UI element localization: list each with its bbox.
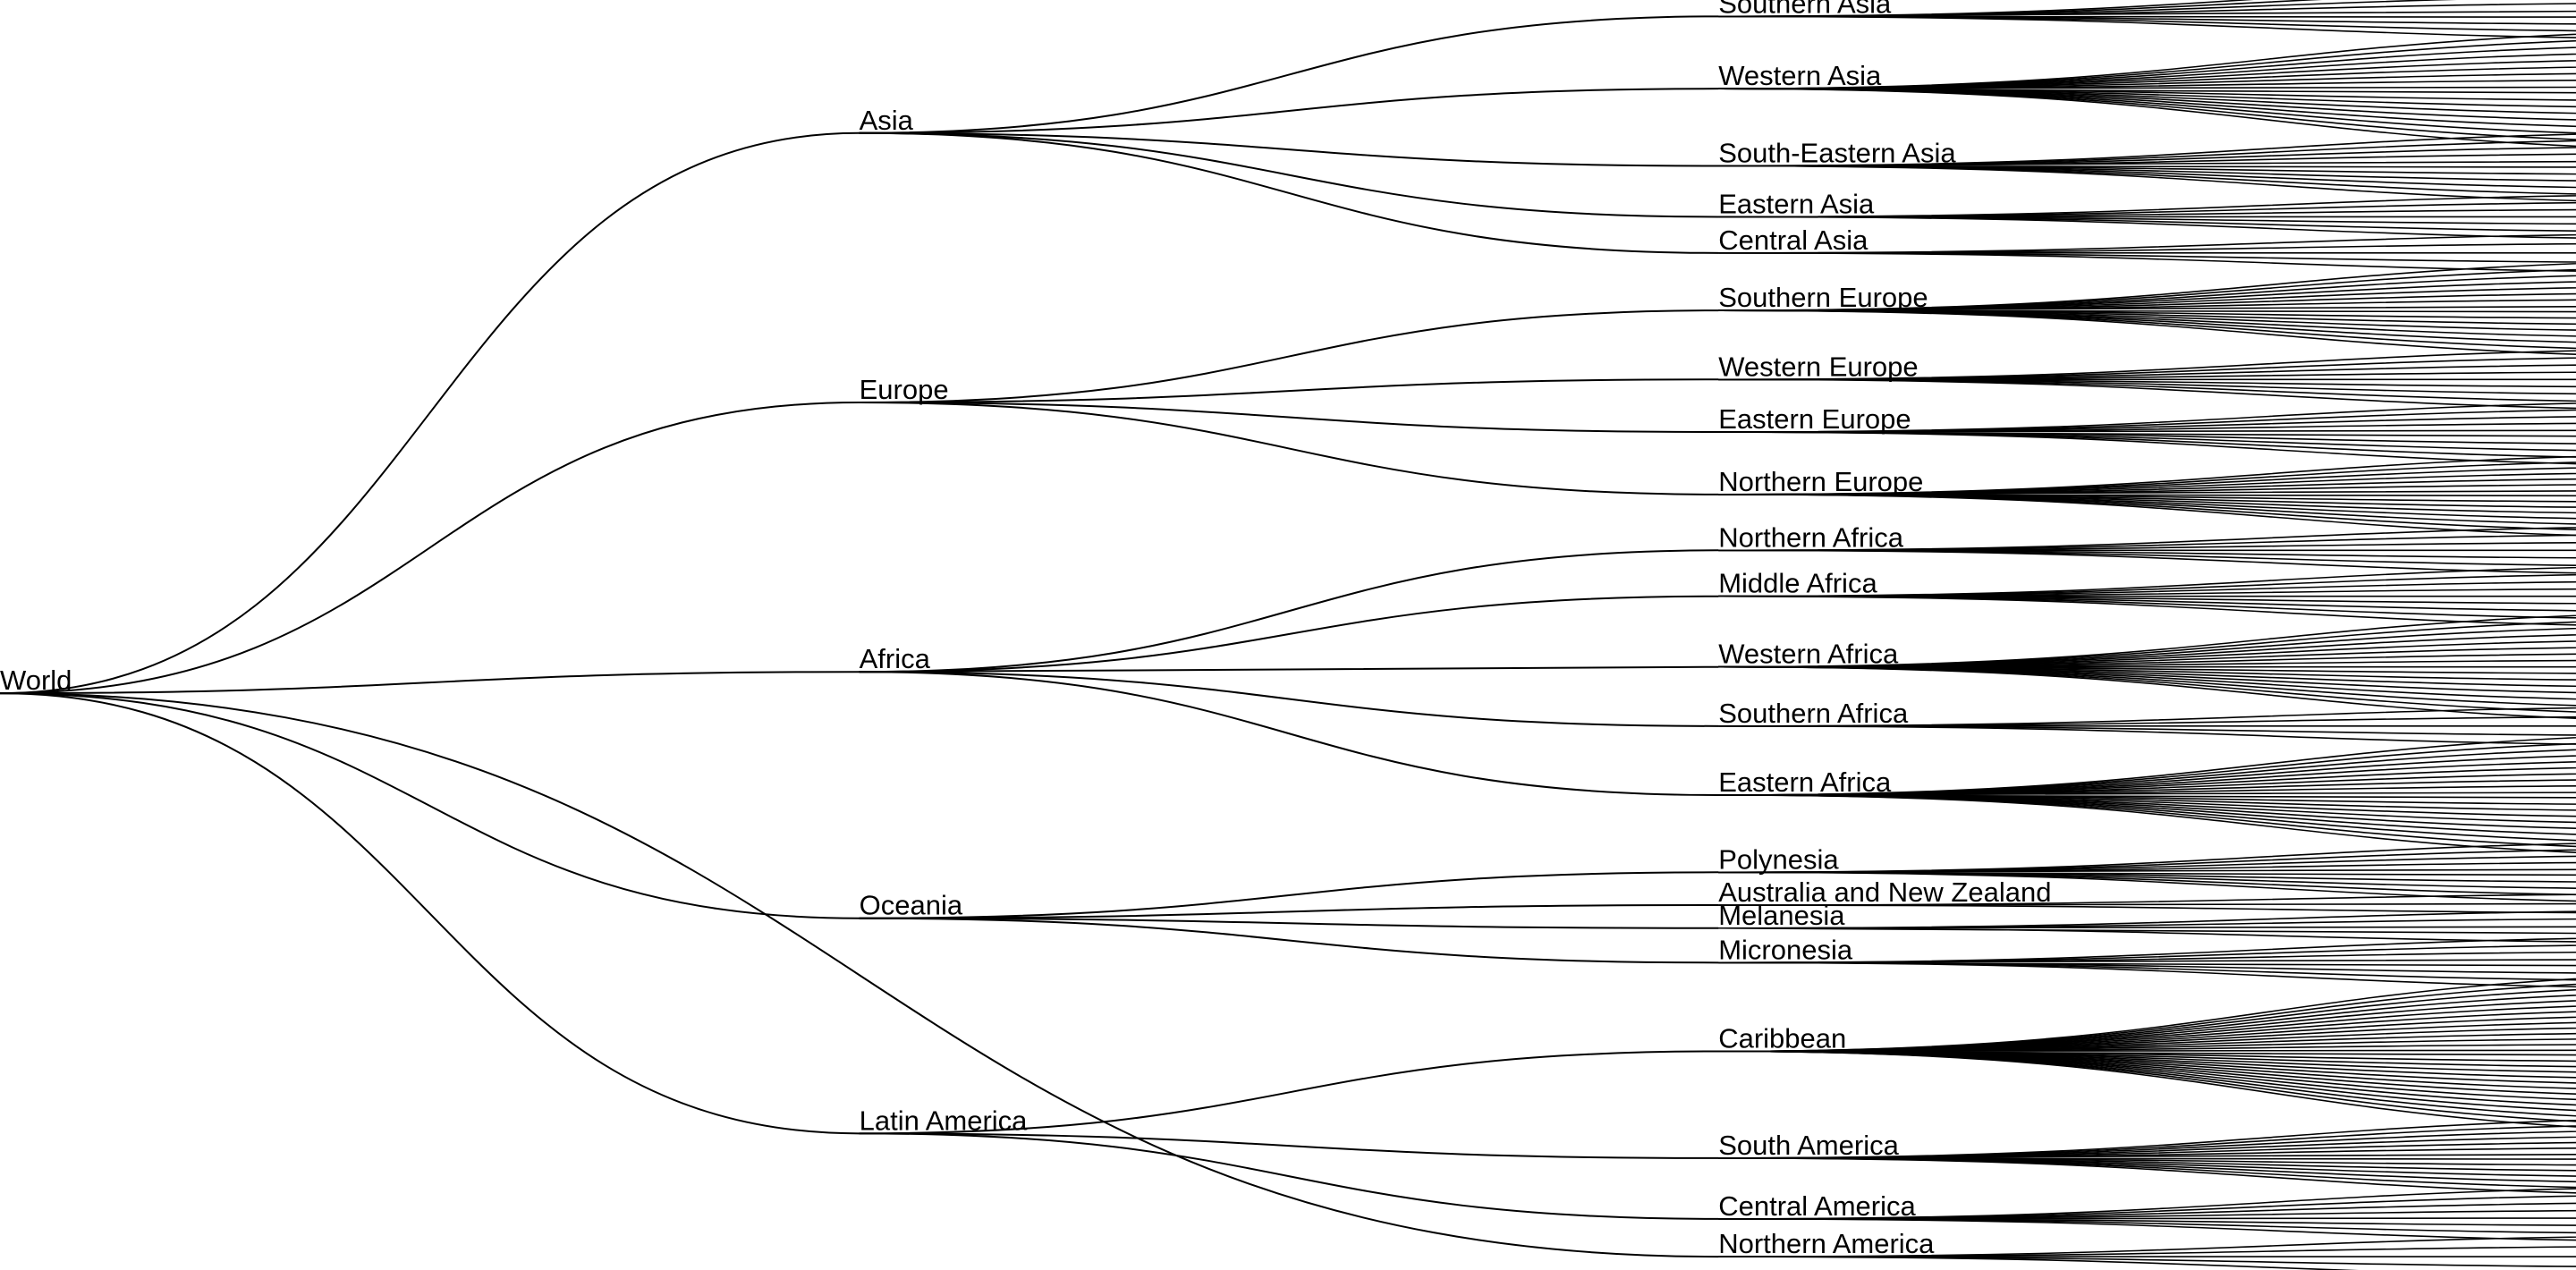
subregion-label: Eastern Africa (1718, 766, 1892, 798)
region-to-subregion-link (859, 1132, 1719, 1159)
subregion-leaf-link (1718, 1050, 2576, 1128)
subregion-label: Northern Africa (1718, 521, 1904, 553)
subregion-label: Western Europe (1718, 351, 1918, 382)
world-to-region-link (0, 692, 860, 919)
subregion-label: Northern America (1718, 1228, 1935, 1259)
region-to-subregion-link (859, 402, 1719, 495)
region-to-subregion-link (859, 402, 1719, 434)
subregion-label: Western Africa (1718, 639, 1899, 670)
subregion-label: Southern Africa (1718, 698, 1909, 729)
subregion-label: Australia and New Zealand (1718, 876, 2051, 908)
subregion-leaf-link (1718, 309, 2576, 355)
tree-labels: Southern Asia Western Asia South-Eastern A… (0, 0, 2051, 1259)
subregion-leaf-link (1718, 927, 2576, 943)
subregion-label: Caribbean (1718, 1023, 1846, 1054)
subregion-leaf-link (1718, 86, 2576, 89)
subregion-leaf-link (1718, 791, 2576, 796)
region-label: Asia (860, 105, 914, 136)
subregion-label: Micronesia (1718, 934, 1853, 965)
region-to-subregion-link (859, 378, 1719, 403)
subregion-leaf-link (1718, 494, 2576, 537)
subregion-label: Polynesia (1718, 843, 1839, 875)
subregion-label: Central Asia (1718, 224, 1868, 256)
region-to-subregion-link (859, 309, 1719, 403)
region-to-subregion-link (859, 1132, 1719, 1220)
subregion-leaf-link (1718, 904, 2576, 914)
world-to-region-link (0, 692, 860, 1135)
region-to-subregion-link (859, 15, 1719, 134)
subregion-leaf-link (1718, 794, 2576, 854)
region-to-subregion-link (859, 549, 1719, 673)
subregion-leaf-link (1718, 1157, 2576, 1194)
region-to-subregion-link (859, 871, 1719, 919)
subregion-leaf-link (1718, 665, 2576, 719)
subregion-label: Central America (1718, 1190, 1916, 1222)
subregion-leaf-link (1718, 1218, 2576, 1241)
subregion-leaf-link (1718, 725, 2576, 745)
subregion-label: Southern Asia (1718, 0, 1892, 19)
region-to-subregion-link (859, 131, 1719, 167)
subregion-label: Melanesia (1718, 900, 1845, 931)
subregion-label: South-Eastern Asia (1718, 138, 1956, 169)
subregion-leaf-link (1718, 926, 2576, 929)
region-to-subregion-link (859, 1050, 1719, 1135)
subregion-leaf-link (1718, 252, 2576, 272)
subregion-leaf-link (1718, 88, 2576, 148)
region-to-subregion-link (859, 665, 1719, 673)
region-to-subregion-link (859, 131, 1719, 218)
subregion-label: Middle Africa (1718, 568, 1877, 599)
subregion-label: South America (1718, 1130, 1899, 1161)
subregion-leaf-link (1718, 595, 2576, 626)
root-label: World (0, 665, 72, 696)
subregion-leaf-link (1718, 1000, 2576, 1053)
region-to-subregion-link (859, 595, 1719, 673)
subregion-leaf-link (1718, 429, 2576, 433)
region-label: Latin America (860, 1105, 1029, 1136)
region-to-subregion-link (859, 904, 1719, 919)
region-to-subregion-link (859, 671, 1719, 796)
subregion-label: Eastern Europe (1718, 403, 1911, 435)
subregion-leaf-link (1718, 1256, 2358, 1270)
subregion-leaf-link (1718, 378, 2576, 410)
subregion-leaf-link (1718, 961, 2576, 988)
region-label: Africa (860, 643, 931, 674)
subregion-leaf-link (1718, 15, 2576, 38)
subregion-leaf-link (1718, 958, 2576, 964)
world-to-subregion-link (0, 692, 1719, 1258)
subregion-leaf-link (1718, 549, 2576, 574)
region-to-subregion-link (859, 917, 1719, 964)
subregion-leaf-link (1718, 216, 2576, 239)
subregion-leaf-link (1718, 868, 2576, 874)
region-to-subregion-link (859, 88, 1719, 134)
region-label: Europe (860, 374, 949, 405)
world-to-region-link (0, 131, 860, 695)
region-to-subregion-link (859, 917, 1719, 929)
subregion-leaf-link (1718, 165, 2576, 202)
world-to-region-link (0, 402, 860, 695)
region-to-subregion-link (859, 131, 1719, 254)
subregion-label: Southern Europe (1718, 282, 1928, 313)
subregion-leaf-link (1718, 431, 2576, 465)
region-to-subregion-link (859, 671, 1719, 727)
world-to-region-link (0, 671, 860, 695)
subregion-label: Eastern Asia (1718, 188, 1875, 219)
subregion-label: Northern Europe (1718, 466, 1923, 497)
subregion-label: Western Asia (1718, 60, 1882, 91)
subregion-leaf-link (1718, 871, 2576, 902)
region-label: Oceania (860, 890, 963, 921)
